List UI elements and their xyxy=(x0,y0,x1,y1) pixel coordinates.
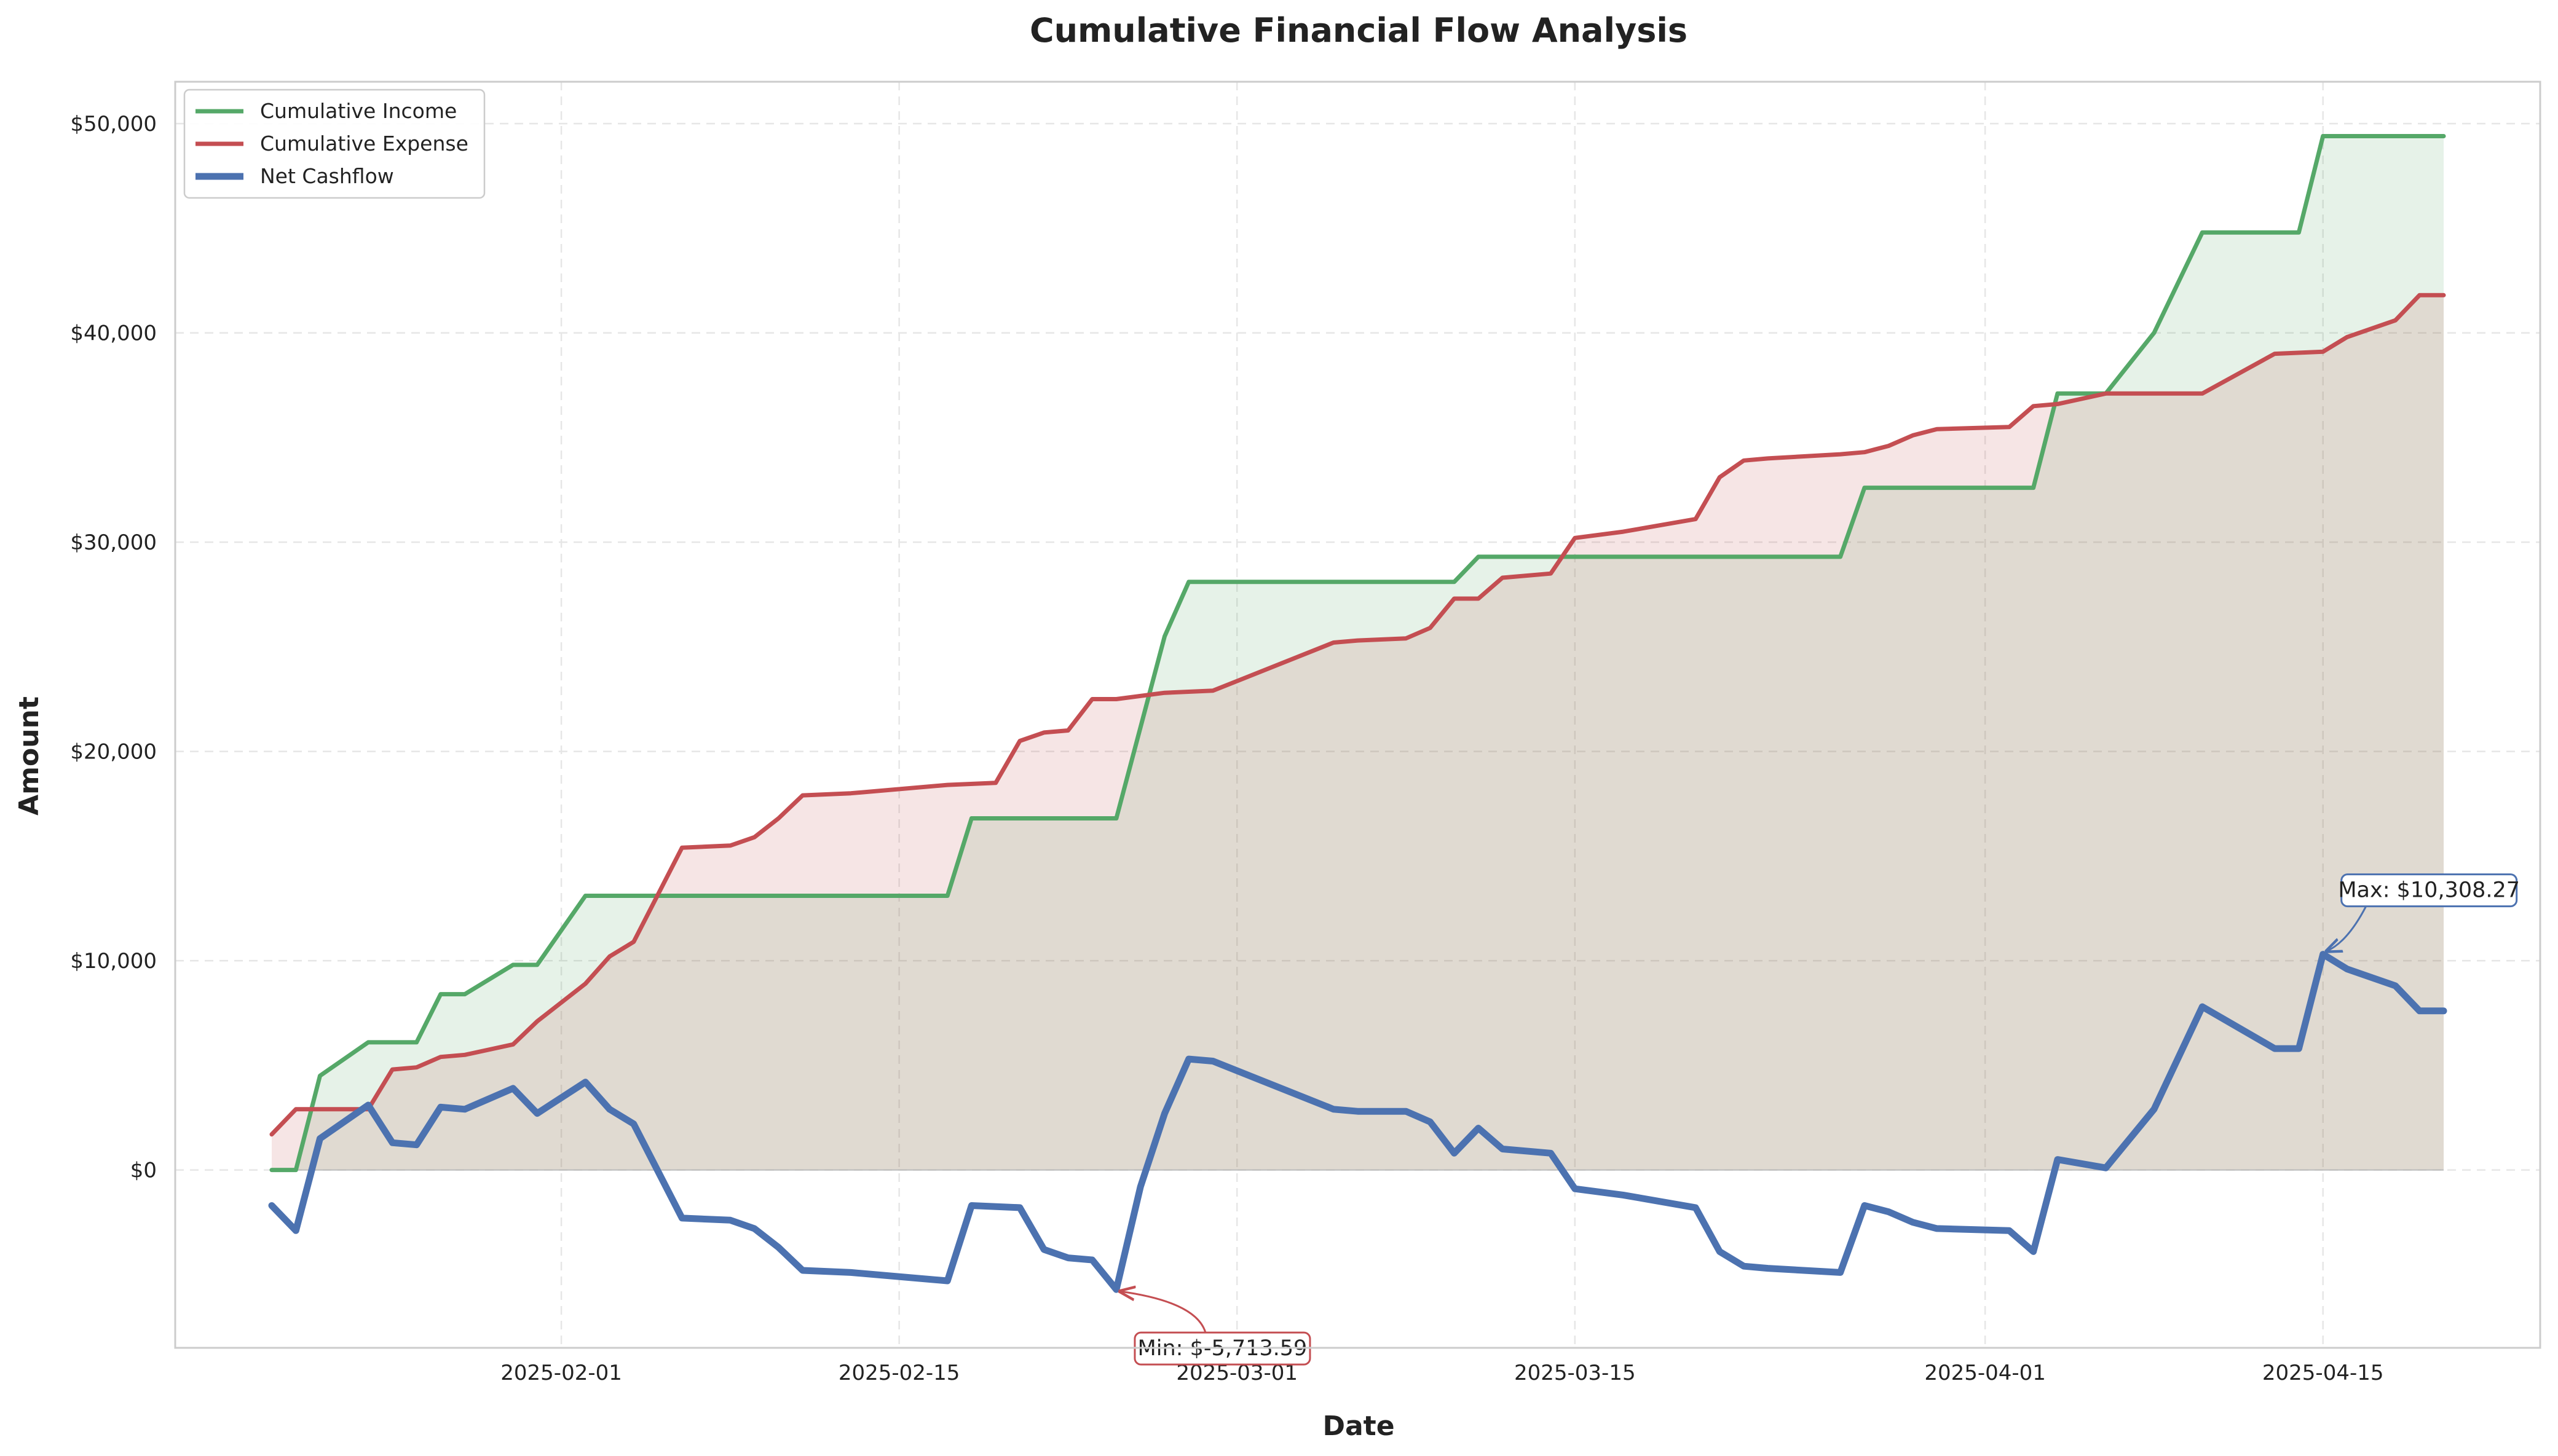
legend-label: Cumulative Expense xyxy=(260,132,468,155)
x-tick-label: 2025-02-15 xyxy=(839,1361,960,1385)
income-area xyxy=(272,136,2444,1170)
y-tick-label: $40,000 xyxy=(70,321,157,346)
legend-label: Cumulative Income xyxy=(260,99,457,123)
net-cashflow-line xyxy=(268,951,2447,1293)
annotation-arrow xyxy=(2327,905,2367,951)
grid-layer xyxy=(175,82,2540,1348)
x-tick-label: 2025-04-01 xyxy=(1924,1361,2046,1385)
fill-layer xyxy=(272,136,2444,1171)
legend-label: Net Cashflow xyxy=(260,164,394,188)
legend: Cumulative Income Cumulative Expense Net C… xyxy=(183,89,486,199)
y-tick-label: $20,000 xyxy=(70,740,157,765)
annotation-arrow xyxy=(1120,1291,1207,1333)
chart-title: Cumulative Financial Flow Analysis xyxy=(1030,11,1688,50)
expense-line xyxy=(269,293,2446,1137)
annotation-label: Max: $10,308.27 xyxy=(2338,878,2520,903)
income-line xyxy=(269,134,2446,1173)
legend-box xyxy=(183,89,486,199)
annotation-box xyxy=(2340,873,2518,908)
expense-area xyxy=(272,295,2444,1170)
x-tick-label: 2025-03-15 xyxy=(1514,1361,1636,1385)
y-axis-title: Amount xyxy=(14,696,45,816)
y-tick-label: $30,000 xyxy=(70,530,157,555)
x-axis-title: Date xyxy=(1322,1411,1394,1442)
x-tick-label: 2025-02-01 xyxy=(500,1361,622,1385)
y-tick-label: $0 xyxy=(130,1159,157,1183)
x-tick-label: 2025-04-15 xyxy=(2262,1361,2384,1385)
y-tick-label: $10,000 xyxy=(70,949,157,974)
line-layer xyxy=(268,134,2447,1293)
y-tick-label: $50,000 xyxy=(70,112,157,136)
plot-frame xyxy=(174,81,2541,1349)
